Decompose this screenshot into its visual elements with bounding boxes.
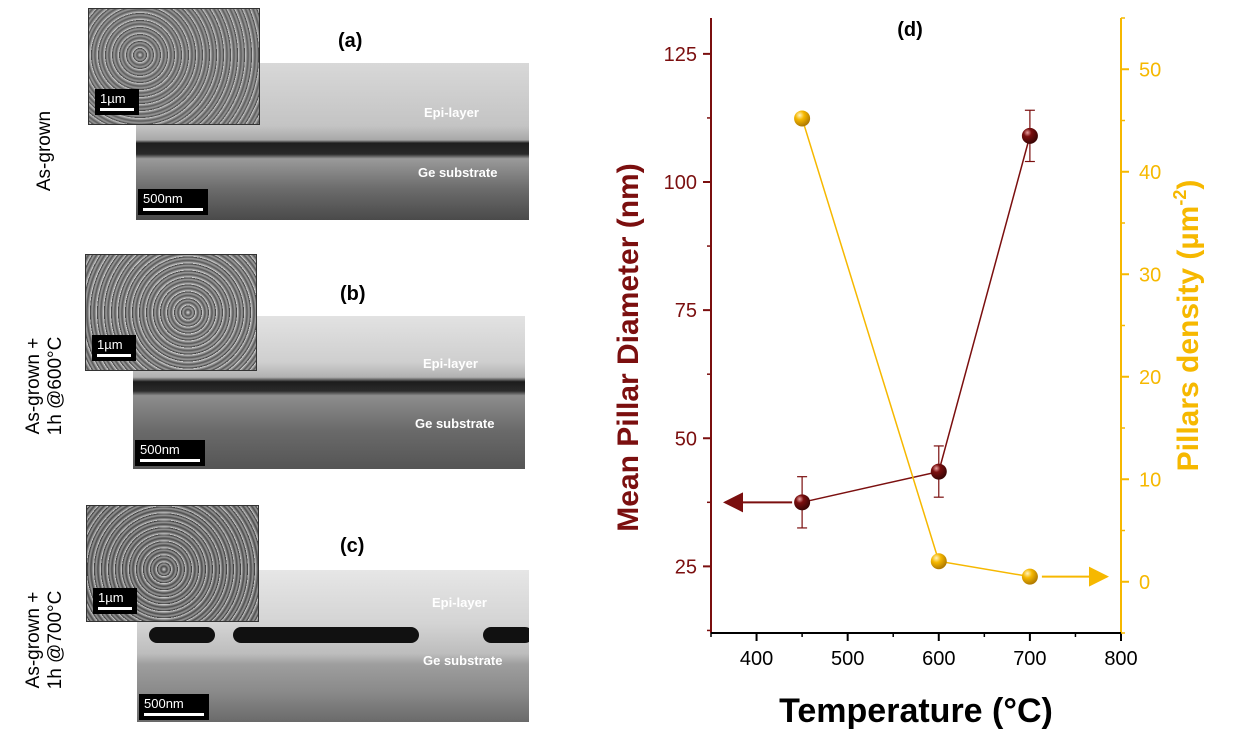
scale-bar-label: 500nm [144,696,184,711]
right-axis-label-end: ) [1172,180,1205,190]
right-axis-label: Pillars density (µm-2) [1170,180,1205,472]
panel-c-title: (c) [340,535,365,557]
chart-title: (d) [897,19,923,41]
x-tick-label: 600 [922,648,955,670]
left-tick-label: 100 [664,172,697,194]
series-left-line [801,135,1031,504]
pillar-chart: (d) 400 500 600 700 800 25 50 75 100 125 0 10 20 30 40 5… [612,17,1205,730]
left-tick-label: 25 [675,556,697,578]
x-tick-label: 700 [1013,648,1046,670]
data-point-right [1021,568,1038,585]
panel-a-row-label: As-grown [34,96,56,206]
panel-c-row-label: As-grown + 1h @700°C [23,575,67,705]
right-axis-label-sup: -2 [1170,190,1190,206]
scale-bar-label: 500nm [143,191,183,206]
row-label-line: As-grown [34,110,55,192]
data-point-left [930,463,947,480]
left-tick-label: 125 [664,44,697,66]
series-right-line [801,118,1031,578]
x-tick-label: 800 [1104,648,1137,670]
right-tick-label: 10 [1139,469,1161,491]
right-tick-label: 50 [1139,59,1161,81]
scale-bar: 500nm [138,189,208,215]
row-label-line: 1h @700°C [45,590,66,690]
scale-bar-label: 500nm [140,442,180,457]
panel-a-title: (a) [338,30,363,52]
data-point-left [1021,127,1038,144]
scale-bar: 500nm [139,694,209,720]
right-tick-label: 40 [1139,162,1161,184]
data-point-left [794,494,811,511]
ge-substrate-label: Ge substrate [423,653,503,668]
inset-scale-label: 1µm [98,590,124,605]
data-point-right [930,553,947,570]
panel-b-title: (b) [340,283,366,305]
sem-top-view-inset-a: 1µm [88,8,260,125]
x-axis-label: Temperature (°C) [779,692,1053,730]
inset-scale-bar: 1µm [95,89,139,115]
right-tick-label: 0 [1139,572,1150,594]
epi-layer-label: Epi-layer [424,105,479,120]
ge-substrate-label: Ge substrate [418,165,498,180]
row-label-line: As-grown + [23,337,44,435]
sem-top-view-inset-c: 1µm [86,505,259,622]
data-point-right [794,110,811,127]
left-tick-label: 50 [675,428,697,450]
left-tick-label: 75 [675,300,697,322]
x-tick-label: 500 [831,648,864,670]
scale-bar: 500nm [135,440,205,466]
right-tick-label: 30 [1139,264,1161,286]
row-label-line: As-grown + [23,591,44,689]
ge-substrate-label: Ge substrate [415,416,495,431]
inset-scale-bar: 1µm [92,335,136,361]
inset-scale-bar: 1µm [93,588,137,614]
epi-layer-label: Epi-layer [423,356,478,371]
inset-scale-label: 1µm [97,337,123,352]
right-tick-label: 20 [1139,367,1161,389]
x-tick-label: 400 [740,648,773,670]
panel-b-row-label: As-grown + 1h @600°C [23,321,67,451]
inset-scale-label: 1µm [100,91,126,106]
left-axis-label: Mean Pillar Diameter (nm) [612,163,645,531]
right-axis-label-main: Pillars density (µm [1172,206,1205,472]
epi-layer-label: Epi-layer [432,595,487,610]
sem-top-view-inset-b: 1µm [85,254,257,371]
row-label-line: 1h @600°C [45,336,66,436]
